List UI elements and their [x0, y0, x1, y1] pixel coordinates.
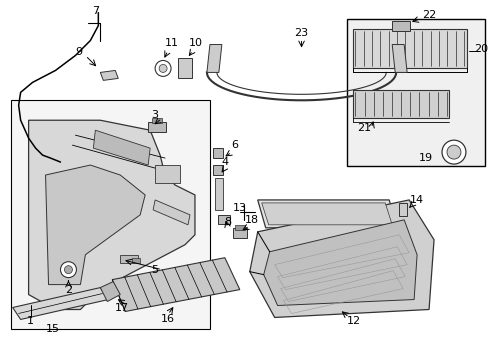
Text: 7: 7 — [92, 6, 99, 15]
Bar — [155, 165, 180, 183]
Text: 17: 17 — [115, 302, 129, 312]
Bar — [212, 165, 223, 175]
Polygon shape — [214, 178, 223, 210]
Polygon shape — [391, 45, 407, 72]
Polygon shape — [261, 203, 391, 225]
Text: 2: 2 — [65, 284, 72, 294]
Text: 9: 9 — [75, 48, 82, 58]
Polygon shape — [29, 120, 195, 310]
Bar — [391, 21, 409, 31]
Polygon shape — [353, 28, 466, 68]
Bar — [120, 255, 138, 263]
Bar — [346, 19, 484, 166]
Polygon shape — [353, 90, 448, 118]
Text: 12: 12 — [346, 316, 361, 327]
Polygon shape — [249, 200, 433, 318]
Text: 10: 10 — [188, 37, 203, 48]
Circle shape — [155, 60, 171, 76]
Bar — [152, 118, 162, 123]
Bar — [178, 58, 192, 78]
Bar — [11, 100, 209, 329]
Text: 14: 14 — [409, 195, 423, 205]
Text: 21: 21 — [357, 123, 370, 133]
Text: 22: 22 — [421, 10, 435, 20]
Circle shape — [64, 266, 72, 274]
Text: 23: 23 — [294, 28, 308, 37]
Text: 16: 16 — [161, 314, 175, 324]
Bar — [234, 225, 244, 230]
Text: 3: 3 — [151, 110, 158, 120]
Bar — [232, 228, 246, 238]
Polygon shape — [100, 71, 118, 80]
Bar — [132, 258, 140, 263]
Text: 13: 13 — [232, 203, 246, 213]
Bar — [218, 215, 229, 224]
Text: 18: 18 — [244, 215, 258, 225]
Text: 20: 20 — [473, 44, 487, 54]
Circle shape — [61, 262, 76, 278]
Polygon shape — [13, 288, 108, 319]
Text: 4: 4 — [221, 157, 228, 167]
Text: 15: 15 — [45, 324, 60, 334]
Polygon shape — [153, 200, 190, 225]
Polygon shape — [100, 282, 120, 302]
Polygon shape — [257, 200, 396, 228]
Polygon shape — [45, 165, 145, 285]
Bar — [212, 148, 223, 158]
Circle shape — [446, 145, 460, 159]
Text: 11: 11 — [165, 37, 179, 48]
Circle shape — [441, 140, 465, 164]
Polygon shape — [93, 130, 150, 165]
Circle shape — [159, 64, 167, 72]
Text: 1: 1 — [27, 316, 34, 327]
Bar — [148, 122, 166, 132]
Text: 5: 5 — [151, 265, 158, 275]
Text: 6: 6 — [231, 140, 238, 150]
Text: 8: 8 — [224, 217, 231, 227]
Polygon shape — [206, 45, 222, 72]
Bar — [398, 203, 407, 216]
Text: 19: 19 — [418, 153, 432, 163]
Polygon shape — [263, 220, 416, 306]
Polygon shape — [112, 258, 239, 311]
